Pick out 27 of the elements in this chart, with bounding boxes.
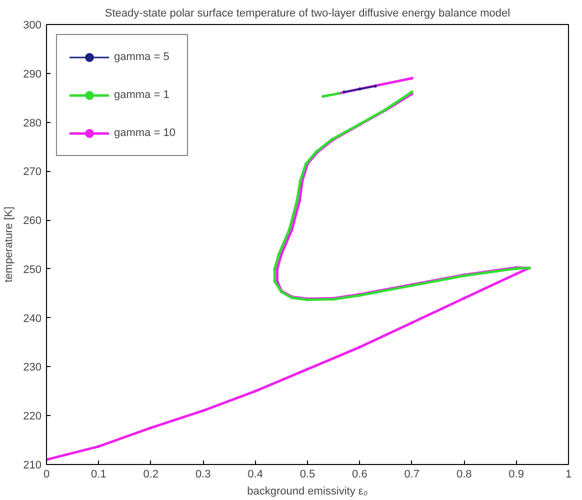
x-tick-label: 0.4 (248, 468, 263, 480)
y-tick-label: 260 (23, 215, 42, 228)
x-tick-label: 0.2 (143, 468, 159, 480)
x-tick-label: 0.5 (300, 468, 316, 480)
x-tick-label: 0.1 (91, 468, 106, 480)
x-tick-label: 1 (565, 468, 572, 480)
y-tick-label: 250 (23, 264, 42, 276)
x-tick-label: 0.8 (456, 468, 472, 480)
x-axis-title: background emissivity ε₀ (247, 486, 368, 498)
y-tick-label: 230 (23, 362, 42, 374)
y-tick-label: 220 (23, 410, 42, 423)
y-tick-label: 240 (23, 312, 42, 325)
legend-label: gamma = 1 (114, 89, 170, 101)
legend-label: gamma = 10 (114, 127, 176, 139)
legend-label: gamma = 5 (114, 51, 170, 63)
y-tick-label: 210 (23, 460, 42, 472)
x-tick-label: 0 (43, 468, 50, 480)
chart-title: Steady-state polar surface temperature of two-layer diffusive energy balance model (104, 8, 510, 20)
x-tick-label: 0.9 (508, 468, 524, 480)
x-tick-label: 0.3 (195, 468, 211, 480)
y-tick-label: 270 (23, 166, 42, 178)
y-axis-title: temperature [K] (3, 206, 16, 282)
y-tick-label: 300 (23, 20, 42, 32)
y-tick-label: 290 (23, 68, 42, 80)
x-tick-label: 0.7 (404, 468, 420, 480)
y-tick-label: 280 (23, 117, 42, 130)
x-tick-label: 0.6 (352, 468, 368, 480)
